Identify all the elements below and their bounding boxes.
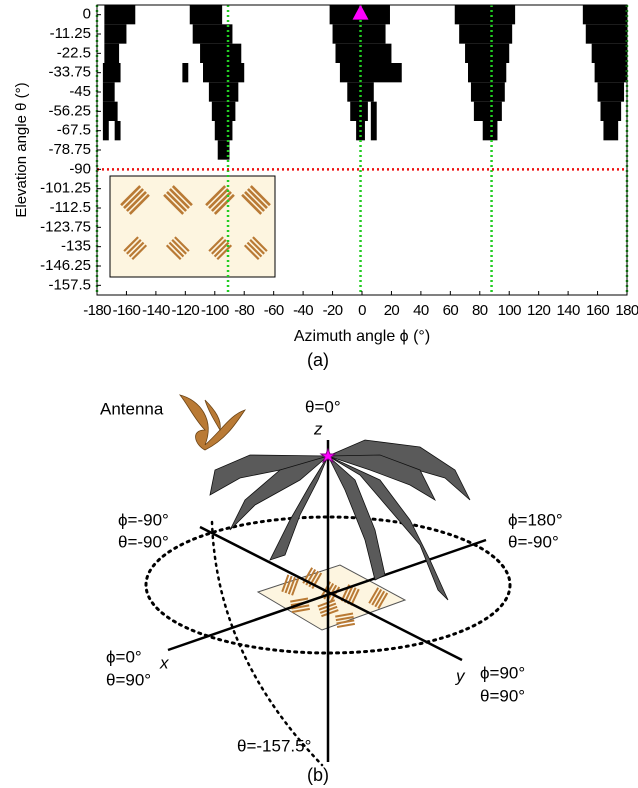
region <box>471 82 505 101</box>
x-tick-label: 20 <box>384 302 400 319</box>
region <box>103 102 118 121</box>
region <box>336 44 392 63</box>
x-tick-label: 160 <box>586 302 609 319</box>
y-tick-label: -67.5 <box>57 122 91 139</box>
label: θ=-157.5° <box>237 736 311 755</box>
x-tick-label: -140 <box>142 302 170 319</box>
y-tick-label: 0 <box>83 6 91 23</box>
y-tick-label: -22.5 <box>57 44 91 61</box>
y-tick-label: -33.75 <box>48 64 91 81</box>
region <box>103 82 115 101</box>
x-tick-label: -40 <box>293 302 313 319</box>
region <box>190 5 222 24</box>
region <box>104 5 135 24</box>
label: θ=-90° <box>118 532 169 551</box>
x-tick-label: -80 <box>234 302 254 319</box>
label: Antenna <box>100 399 164 418</box>
region <box>603 121 618 140</box>
label: x <box>159 653 169 672</box>
antenna-icon <box>180 395 245 450</box>
y-tick-label: -90 <box>69 160 91 177</box>
region <box>455 5 515 24</box>
y-tick-label: -146.25 <box>40 257 91 274</box>
x-tick-label: -100 <box>201 302 229 319</box>
x-tick-label: -160 <box>113 302 141 319</box>
label: z <box>313 419 323 438</box>
caption: (b) <box>307 765 329 785</box>
region <box>340 63 402 82</box>
region <box>474 102 502 121</box>
y-tick-label: -157.5 <box>48 276 91 293</box>
region <box>203 63 244 82</box>
label: ϕ=90° <box>480 663 525 682</box>
region <box>468 63 506 82</box>
region <box>483 121 498 140</box>
label: y <box>455 666 466 685</box>
label: θ=0° <box>305 397 341 416</box>
x-tick-label: -180 <box>83 302 111 319</box>
region <box>103 121 109 140</box>
label: θ=-90° <box>508 532 559 551</box>
y-tick-label: -56.25 <box>48 102 91 119</box>
y-tick-label: -101.25 <box>40 180 91 197</box>
x-tick-label: 180 <box>615 302 638 319</box>
y-tick-label: -11.25 <box>50 25 91 42</box>
x-tick-label: 60 <box>443 302 459 319</box>
region <box>371 121 377 140</box>
region <box>595 63 627 82</box>
panel-b: Antenna θ=0° z ϕ=-90° θ=-90° ϕ=180° θ=-9… <box>100 395 563 785</box>
region <box>104 24 126 43</box>
y-tick-label: -135 <box>61 238 91 255</box>
label: ϕ=0° <box>106 647 142 666</box>
region <box>103 63 121 82</box>
region <box>209 82 238 101</box>
region <box>598 82 625 101</box>
x-tick-label: -60 <box>264 302 284 319</box>
region <box>200 44 241 63</box>
y-tick-label: -112.5 <box>50 199 91 216</box>
label: ϕ=-90° <box>118 510 169 529</box>
region <box>215 121 233 140</box>
region <box>182 63 188 82</box>
region <box>465 44 509 63</box>
region <box>371 102 377 121</box>
label: ϕ=180° <box>508 510 563 529</box>
region <box>333 24 386 43</box>
x-tick-label: 80 <box>472 302 488 319</box>
region <box>586 24 627 43</box>
array-inset <box>110 176 275 277</box>
y-tick-label: -78.75 <box>48 141 91 158</box>
region <box>104 44 119 63</box>
caption: (a) <box>307 350 329 370</box>
x-tick-label: 100 <box>498 302 521 319</box>
x-tick-label: 140 <box>556 302 579 319</box>
region <box>115 121 121 140</box>
region <box>459 24 512 43</box>
x-tick-label: 120 <box>527 302 550 319</box>
label: θ=90° <box>480 686 525 705</box>
figure: 0 -11.25 -22.5 -33.75 -45 -56.25 -67.5 -78.75 -9… <box>0 0 638 788</box>
x-tick-label: -20 <box>323 302 343 319</box>
region <box>350 102 368 121</box>
elevation-arc <box>212 522 322 765</box>
region <box>601 102 622 121</box>
region <box>193 24 233 43</box>
region <box>212 102 236 121</box>
y-axis-label: Elevation angle θ (°) <box>13 82 30 217</box>
x-axis-label: Azimuth angle ϕ (°) <box>294 328 430 345</box>
region <box>583 5 627 24</box>
y-tick-label: -123.75 <box>40 218 91 235</box>
x-tick-label: -120 <box>172 302 200 319</box>
x-tick-label: 0 <box>358 302 366 319</box>
y-tick-label: -45 <box>69 83 91 100</box>
region <box>592 44 627 63</box>
panel-a: 0 -11.25 -22.5 -33.75 -45 -56.25 -67.5 -78.75 -9… <box>40 5 638 319</box>
x-tick-label: 40 <box>413 302 429 319</box>
label: θ=90° <box>106 670 151 689</box>
